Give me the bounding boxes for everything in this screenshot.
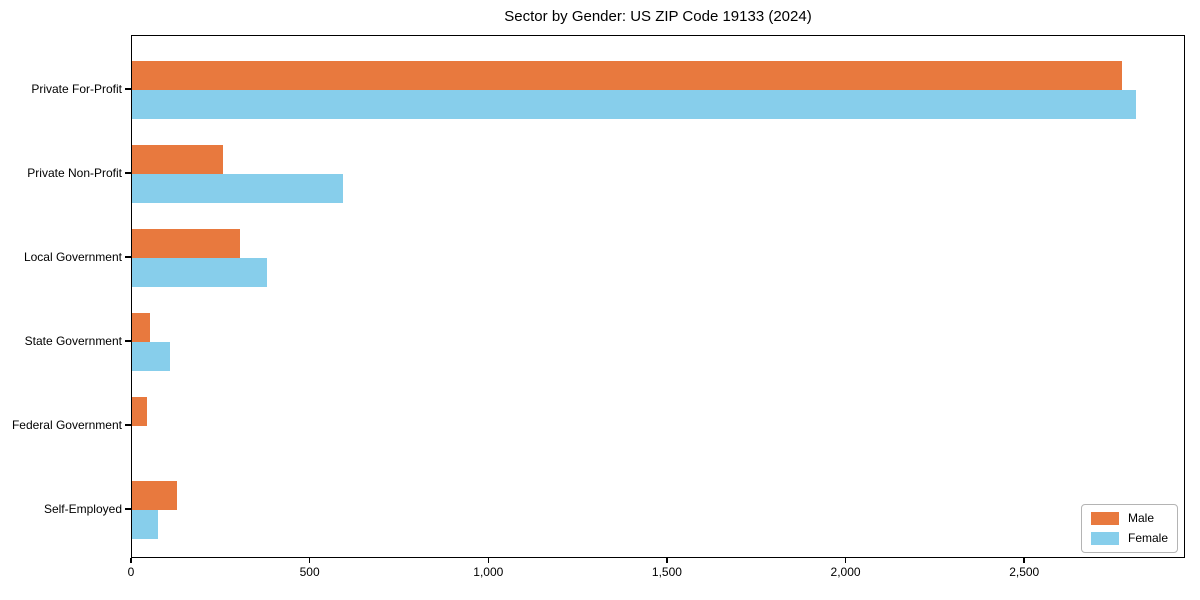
x-tick-mark <box>1023 558 1025 563</box>
y-tick-mark <box>125 508 131 510</box>
x-tick-mark <box>844 558 847 563</box>
legend: Male Female <box>1080 504 1178 553</box>
x-tick-mark <box>308 558 311 563</box>
bar-female-0 <box>132 90 1136 119</box>
legend-item-female: Female <box>1090 531 1168 545</box>
bar-male-3 <box>132 313 150 342</box>
legend-swatch-female <box>1090 532 1119 545</box>
x-tick-mark <box>666 558 668 563</box>
y-tick-mark <box>125 424 131 426</box>
y-axis-label-0: Private For-Profit <box>31 82 122 96</box>
x-tick-label: 500 <box>299 565 320 579</box>
legend-label-female: Female <box>1127 531 1168 545</box>
bar-male-1 <box>132 145 224 174</box>
bar-male-2 <box>132 229 241 258</box>
bar-female-3 <box>132 342 170 371</box>
x-tick-label: 1,000 <box>473 565 504 579</box>
bar-male-4 <box>132 397 148 426</box>
y-axis-label-5: Self-Employed <box>43 502 122 516</box>
y-tick-mark <box>125 256 131 258</box>
chart-title: Sector by Gender: US ZIP Code 19133 (202… <box>504 8 812 25</box>
x-tick-label: 2,500 <box>1009 565 1040 579</box>
y-axis-label-1: Private Non-Profit <box>27 166 122 180</box>
y-axis-label-2: Local Government <box>23 250 122 264</box>
y-axis-label-3: State Government <box>24 334 122 348</box>
x-tick-label: 2,000 <box>830 565 861 579</box>
bar-male-5 <box>132 481 178 510</box>
x-tick-mark <box>487 558 490 563</box>
y-axis-label-4: Federal Government <box>11 418 122 432</box>
legend-swatch-male <box>1090 512 1119 525</box>
y-tick-mark <box>125 172 131 174</box>
y-tick-mark <box>125 88 131 90</box>
x-tick-label: 1,500 <box>651 565 682 579</box>
plot-area: Male Female <box>131 35 1185 558</box>
legend-label-male: Male <box>1127 511 1154 525</box>
bar-female-5 <box>132 510 159 539</box>
x-tick-mark <box>130 558 132 563</box>
bar-female-1 <box>132 174 343 203</box>
bar-male-0 <box>132 61 1122 90</box>
y-tick-mark <box>125 340 131 342</box>
legend-item-male: Male <box>1090 511 1168 525</box>
bar-female-2 <box>132 258 268 287</box>
x-tick-label: 0 <box>127 565 135 579</box>
